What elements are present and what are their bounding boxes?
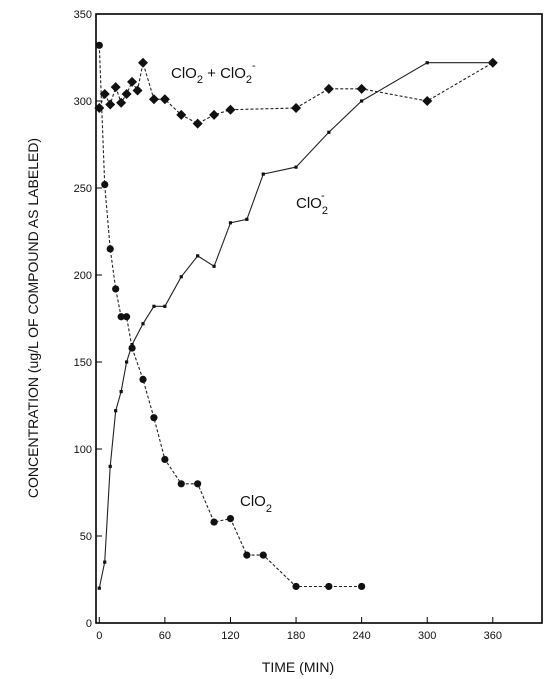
- data-point: [101, 181, 108, 188]
- y-tick-label: 350: [74, 9, 92, 21]
- x-tick-label: 360: [484, 630, 502, 642]
- data-point: [109, 465, 112, 468]
- data-point: [229, 221, 232, 224]
- data-point: [225, 105, 235, 115]
- series-line: [99, 63, 493, 124]
- data-point: [123, 313, 130, 320]
- data-point: [112, 285, 119, 292]
- data-point: [360, 99, 363, 102]
- data-point: [491, 61, 494, 64]
- data-point: [114, 409, 117, 412]
- data-point: [116, 98, 126, 108]
- data-point: [180, 275, 183, 278]
- y-tick-label: 200: [74, 270, 92, 282]
- series-label-clo2minus: ClO2-: [296, 190, 328, 217]
- data-point: [262, 172, 265, 175]
- data-point: [163, 305, 166, 308]
- data-point: [260, 552, 267, 559]
- y-tick-label: 100: [74, 444, 92, 456]
- data-point: [138, 58, 148, 68]
- series-label-clo2: ClO2: [240, 493, 272, 515]
- data-point: [291, 103, 301, 113]
- data-point: [107, 245, 114, 252]
- data-point: [212, 265, 215, 268]
- data-point: [422, 96, 432, 106]
- data-point: [245, 218, 248, 221]
- data-point: [111, 82, 121, 92]
- data-point: [122, 89, 132, 99]
- data-point: [141, 322, 144, 325]
- data-point: [133, 86, 143, 96]
- data-point: [196, 254, 199, 257]
- y-tick-label: 0: [86, 618, 92, 630]
- x-tick-label: 120: [221, 630, 239, 642]
- data-point: [96, 42, 103, 49]
- data-point: [161, 456, 168, 463]
- y-tick-label: 50: [80, 531, 92, 543]
- data-point: [426, 61, 429, 64]
- data-point: [324, 84, 334, 94]
- data-point: [125, 360, 128, 363]
- data-point: [149, 94, 159, 104]
- data-point: [105, 99, 115, 109]
- y-tick-label: 250: [74, 183, 92, 195]
- y-tick-label: 300: [74, 96, 92, 108]
- data-point: [139, 376, 146, 383]
- x-tick-label: 300: [418, 630, 436, 642]
- x-tick-label: 0: [96, 630, 102, 642]
- data-point: [210, 518, 217, 525]
- data-point: [358, 583, 365, 590]
- axis-ticks: 0 60 120 180 240 300 360 0 50 100 150 200 250 300 350: [74, 9, 502, 642]
- data-point: [357, 84, 367, 94]
- data-point: [128, 344, 135, 351]
- data-point: [243, 552, 250, 559]
- data-point: [325, 583, 332, 590]
- data-point: [209, 110, 219, 120]
- data-point: [227, 515, 234, 522]
- x-tick-label: 180: [287, 630, 305, 642]
- data-point: [98, 587, 101, 590]
- data-point: [327, 131, 330, 134]
- series-label-clo2-plus-clo2minus: ClO2 + ClO2-: [171, 60, 256, 86]
- series-line: [99, 63, 493, 589]
- series-line: [99, 45, 361, 586]
- x-tick-label: 60: [159, 630, 171, 642]
- data-point: [103, 561, 106, 564]
- series-layer: [94, 42, 498, 590]
- data-point: [150, 414, 157, 421]
- data-point: [152, 305, 155, 308]
- x-axis-title: TIME (MIN): [262, 659, 334, 675]
- data-point: [194, 480, 201, 487]
- data-point: [292, 583, 299, 590]
- data-point: [120, 390, 123, 393]
- x-tick-label: 240: [352, 630, 370, 642]
- data-point: [294, 166, 297, 169]
- series-0: [94, 58, 498, 129]
- data-point: [178, 480, 185, 487]
- data-point: [127, 77, 137, 87]
- plot-frame: [96, 14, 542, 623]
- y-tick-label: 150: [74, 357, 92, 369]
- data-point: [193, 119, 203, 129]
- y-axis-title: CONCENTRATION (ug/L OF COMPOUND AS LABEL…: [25, 138, 41, 498]
- series-2: [96, 42, 366, 590]
- series-1: [98, 61, 495, 590]
